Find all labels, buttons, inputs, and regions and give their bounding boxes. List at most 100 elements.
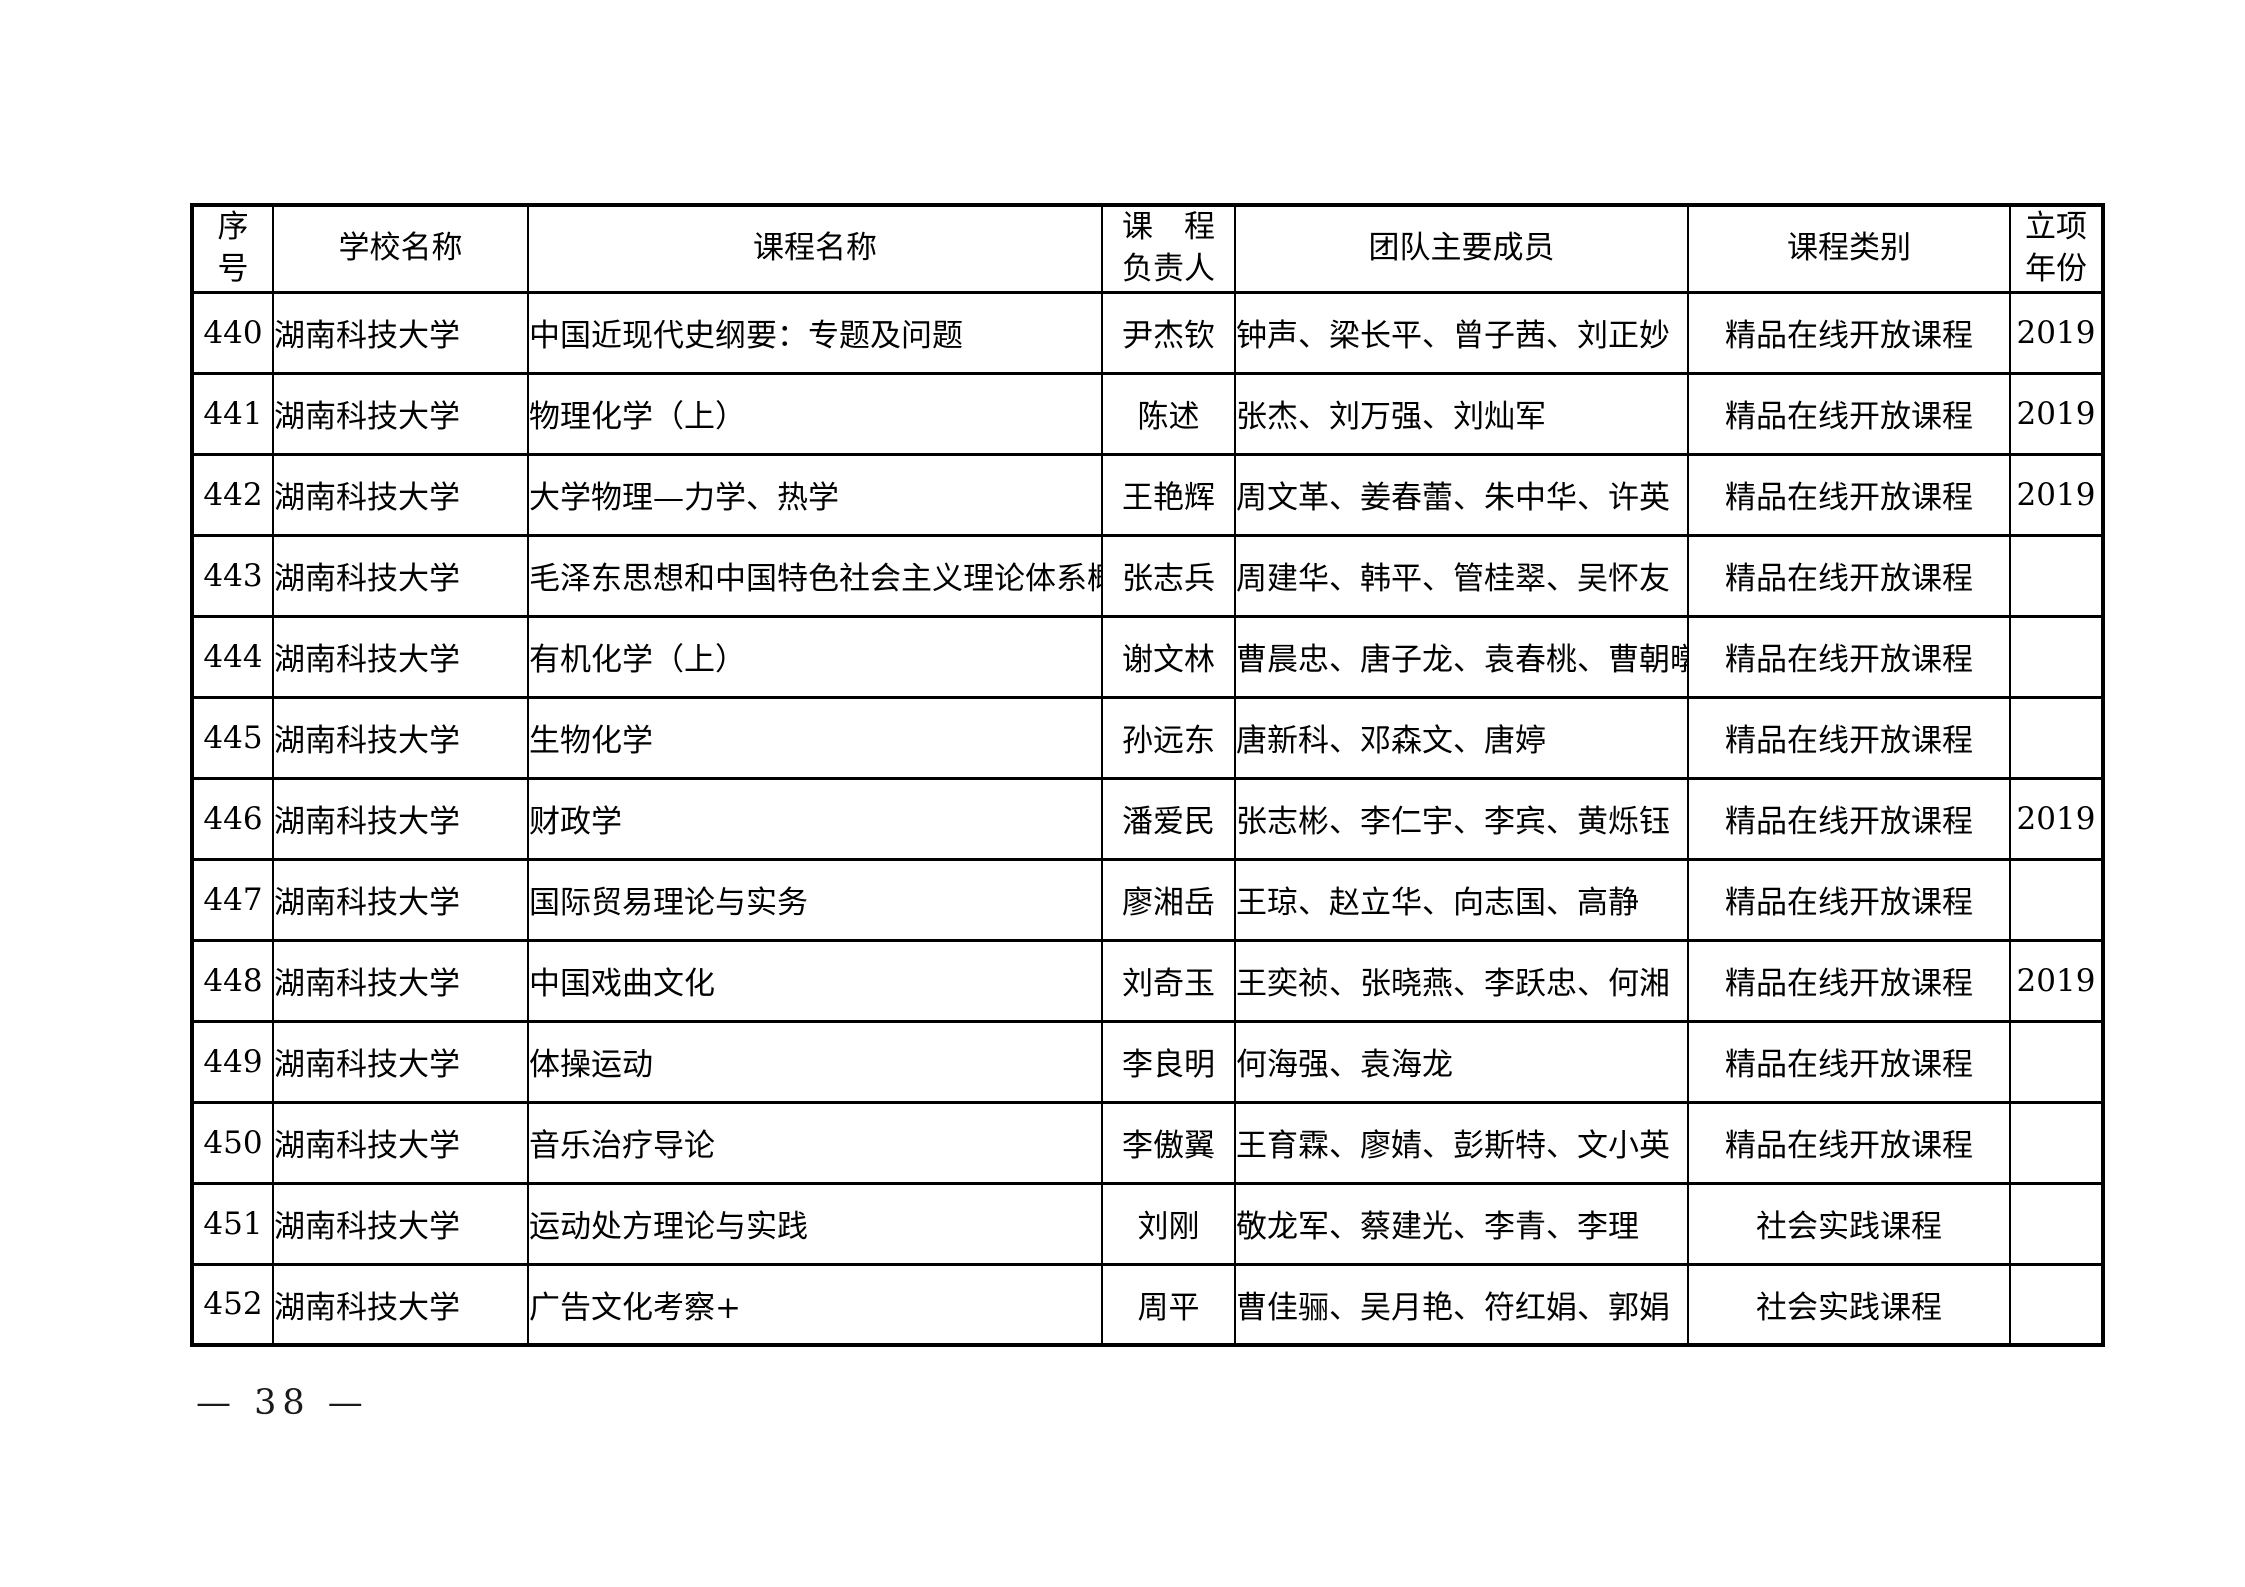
cell-serial-number: 451	[191, 1181, 274, 1266]
table-row: 446 湖南科技大学 财政学 潘爱民 张志彬、李仁宇、李宾、黄烁钰 精品在线开放…	[191, 776, 2104, 861]
cell-course-category: 精品在线开放课程	[1687, 695, 2011, 780]
cell-course-name: 音乐治疗导论	[527, 1100, 1103, 1185]
cell-serial-number: 452	[191, 1262, 274, 1347]
cell-course-name: 毛泽东思想和中国特色社会主义理论体系概论	[527, 533, 1103, 618]
cell-course-category: 精品在线开放课程	[1687, 452, 2011, 537]
table-row: 445 湖南科技大学 生物化学 孙远东 唐新科、邓森文、唐婷 精品在线开放课程	[191, 695, 2104, 780]
cell-course-category: 社会实践课程	[1687, 1181, 2011, 1266]
cell-course-name: 生物化学	[527, 695, 1103, 780]
cell-serial-number: 440	[191, 290, 274, 375]
cell-serial-number: 445	[191, 695, 274, 780]
cell-serial-number: 442	[191, 452, 274, 537]
cell-course-category: 精品在线开放课程	[1687, 290, 2011, 375]
cell-course-name: 国际贸易理论与实务	[527, 857, 1103, 942]
cell-school-name: 湖南科技大学	[272, 1019, 529, 1104]
cell-course-leader: 尹杰钦	[1101, 290, 1236, 375]
cell-course-leader: 刘奇玉	[1101, 938, 1236, 1023]
cell-school-name: 湖南科技大学	[272, 857, 529, 942]
cell-course-name: 运动处方理论与实践	[527, 1181, 1103, 1266]
cell-course-name: 物理化学（上）	[527, 371, 1103, 456]
cell-school-name: 湖南科技大学	[272, 938, 529, 1023]
cell-team-members: 何海强、袁海龙	[1234, 1019, 1689, 1104]
col-header-school-name: 学校名称	[272, 203, 529, 294]
cell-team-members: 钟声、梁长平、曾子茜、刘正妙	[1234, 290, 1689, 375]
cell-project-year	[2009, 1262, 2104, 1347]
cell-course-category: 精品在线开放课程	[1687, 1100, 2011, 1185]
cell-team-members: 唐新科、邓森文、唐婷	[1234, 695, 1689, 780]
cell-course-leader: 陈述	[1101, 371, 1236, 456]
cell-team-members: 王奕祯、张晓燕、李跃忠、何湘	[1234, 938, 1689, 1023]
table-row: 441 湖南科技大学 物理化学（上） 陈述 张杰、刘万强、刘灿军 精品在线开放课…	[191, 371, 2104, 456]
cell-school-name: 湖南科技大学	[272, 1181, 529, 1266]
cell-team-members: 曹佳骊、吴月艳、符红娟、郭娟	[1234, 1262, 1689, 1347]
table-header-row: 序 号 学校名称 课程名称 课 程 负责人 团队主要成员 课程类别 立项 年份	[191, 203, 2104, 294]
cell-course-category: 精品在线开放课程	[1687, 533, 2011, 618]
cell-team-members: 王琼、赵立华、向志国、高静	[1234, 857, 1689, 942]
cell-school-name: 湖南科技大学	[272, 533, 529, 618]
cell-project-year	[2009, 533, 2104, 618]
cell-course-category: 精品在线开放课程	[1687, 857, 2011, 942]
cell-school-name: 湖南科技大学	[272, 1262, 529, 1347]
col-header-course-category: 课程类别	[1687, 203, 2011, 294]
cell-project-year	[2009, 1019, 2104, 1104]
cell-course-leader: 孙远东	[1101, 695, 1236, 780]
cell-team-members: 曹晨忠、唐子龙、袁春桃、曹朝暾	[1234, 614, 1689, 699]
cell-course-leader: 潘爱民	[1101, 776, 1236, 861]
cell-project-year: 2019	[2009, 938, 2104, 1023]
cell-serial-number: 448	[191, 938, 274, 1023]
cell-course-name: 大学物理—力学、热学	[527, 452, 1103, 537]
cell-course-name: 体操运动	[527, 1019, 1103, 1104]
cell-serial-number: 450	[191, 1100, 274, 1185]
cell-course-leader: 李傲翼	[1101, 1100, 1236, 1185]
cell-project-year	[2009, 1100, 2104, 1185]
cell-course-name: 有机化学（上）	[527, 614, 1103, 699]
cell-team-members: 张志彬、李仁宇、李宾、黄烁钰	[1234, 776, 1689, 861]
cell-course-category: 精品在线开放课程	[1687, 1019, 2011, 1104]
cell-project-year: 2019	[2009, 371, 2104, 456]
table-row: 447 湖南科技大学 国际贸易理论与实务 廖湘岳 王琼、赵立华、向志国、高静 精…	[191, 857, 2104, 942]
table-row: 444 湖南科技大学 有机化学（上） 谢文林 曹晨忠、唐子龙、袁春桃、曹朝暾 精…	[191, 614, 2104, 699]
course-table: 序 号 学校名称 课程名称 课 程 负责人 团队主要成员 课程类别 立项 年份 …	[190, 203, 2105, 1348]
table-row: 452 湖南科技大学 广告文化考察+ 周平 曹佳骊、吴月艳、符红娟、郭娟 社会实…	[191, 1262, 2104, 1347]
cell-course-leader: 廖湘岳	[1101, 857, 1236, 942]
cell-school-name: 湖南科技大学	[272, 695, 529, 780]
cell-school-name: 湖南科技大学	[272, 614, 529, 699]
cell-team-members: 周文革、姜春蕾、朱中华、许英	[1234, 452, 1689, 537]
table-body: 440 湖南科技大学 中国近现代史纲要：专题及问题 尹杰钦 钟声、梁长平、曾子茜…	[191, 290, 2104, 1347]
cell-course-name: 广告文化考察+	[527, 1262, 1103, 1347]
cell-serial-number: 446	[191, 776, 274, 861]
cell-team-members: 张杰、刘万强、刘灿军	[1234, 371, 1689, 456]
cell-serial-number: 444	[191, 614, 274, 699]
cell-course-category: 精品在线开放课程	[1687, 371, 2011, 456]
cell-school-name: 湖南科技大学	[272, 371, 529, 456]
cell-team-members: 周建华、韩平、管桂翠、吴怀友	[1234, 533, 1689, 618]
cell-project-year	[2009, 857, 2104, 942]
cell-school-name: 湖南科技大学	[272, 776, 529, 861]
table-row: 451 湖南科技大学 运动处方理论与实践 刘刚 敬龙军、蔡建光、李青、李理 社会…	[191, 1181, 2104, 1266]
cell-course-leader: 王艳辉	[1101, 452, 1236, 537]
cell-serial-number: 449	[191, 1019, 274, 1104]
cell-project-year	[2009, 614, 2104, 699]
cell-course-category: 精品在线开放课程	[1687, 614, 2011, 699]
cell-serial-number: 441	[191, 371, 274, 456]
table-row: 440 湖南科技大学 中国近现代史纲要：专题及问题 尹杰钦 钟声、梁长平、曾子茜…	[191, 290, 2104, 375]
cell-project-year: 2019	[2009, 452, 2104, 537]
cell-project-year	[2009, 695, 2104, 780]
col-header-team-members: 团队主要成员	[1234, 203, 1689, 294]
cell-school-name: 湖南科技大学	[272, 1100, 529, 1185]
page-number: — 38 —	[196, 1383, 369, 1423]
cell-course-category: 社会实践课程	[1687, 1262, 2011, 1347]
table-row: 449 湖南科技大学 体操运动 李良明 何海强、袁海龙 精品在线开放课程	[191, 1019, 2104, 1104]
table-row: 442 湖南科技大学 大学物理—力学、热学 王艳辉 周文革、姜春蕾、朱中华、许英…	[191, 452, 2104, 537]
cell-serial-number: 447	[191, 857, 274, 942]
cell-course-leader: 李良明	[1101, 1019, 1236, 1104]
cell-course-category: 精品在线开放课程	[1687, 776, 2011, 861]
cell-course-name: 财政学	[527, 776, 1103, 861]
cell-project-year: 2019	[2009, 290, 2104, 375]
cell-serial-number: 443	[191, 533, 274, 618]
table-row: 448 湖南科技大学 中国戏曲文化 刘奇玉 王奕祯、张晓燕、李跃忠、何湘 精品在…	[191, 938, 2104, 1023]
cell-course-leader: 刘刚	[1101, 1181, 1236, 1266]
cell-course-name: 中国近现代史纲要：专题及问题	[527, 290, 1103, 375]
cell-course-leader: 张志兵	[1101, 533, 1236, 618]
